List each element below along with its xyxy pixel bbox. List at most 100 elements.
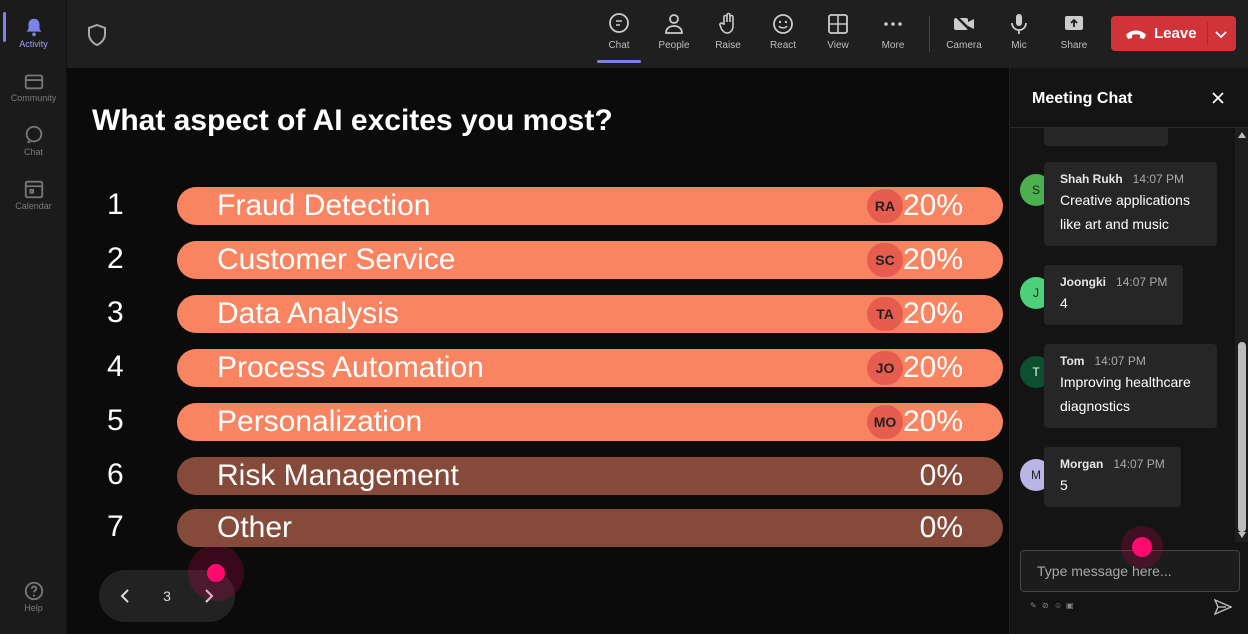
shield-icon[interactable] xyxy=(87,24,107,46)
poll-option[interactable]: 3 Data Analysis TA 20% xyxy=(67,293,1009,333)
chevron-right-icon[interactable] xyxy=(199,586,219,606)
option-label: Other xyxy=(217,511,293,544)
option-percentage: 0% xyxy=(919,459,963,492)
rail-item-calendar[interactable]: Calendar xyxy=(0,170,67,220)
message-time: 14:07 PM xyxy=(1132,172,1185,186)
rail-item-help[interactable]: Help xyxy=(0,572,67,622)
avatar-initial: M xyxy=(1031,468,1041,482)
message-bubble: Shah Rukh 14:07 PM Creative applications l… xyxy=(1044,162,1217,246)
poll-option[interactable]: 1 Fraud Detection RA 20% xyxy=(67,185,1009,225)
scroll-up-icon[interactable] xyxy=(1238,132,1246,138)
message-meta: Joongki 14:07 PM xyxy=(1060,275,1167,289)
close-icon[interactable] xyxy=(1210,90,1226,106)
hang-up-icon xyxy=(1126,30,1146,39)
voter-avatar: RA xyxy=(867,189,903,223)
app-rail: Activity Community Chat Calendar Help xyxy=(0,0,67,634)
message-text: Improving healthcare diagnostics xyxy=(1060,374,1191,414)
option-bar[interactable]: Process Automation JO 20% xyxy=(177,349,1003,387)
share-icon xyxy=(1065,16,1083,30)
option-bar[interactable]: Personalization MO 20% xyxy=(177,403,1003,441)
chat-scrollbar[interactable] xyxy=(1235,128,1248,542)
option-label: Personalization xyxy=(217,405,423,438)
toolbar-more-button[interactable]: More xyxy=(867,10,919,60)
poll-option[interactable]: 4 Process Automation JO 20% xyxy=(67,347,1009,387)
mic-icon xyxy=(1011,14,1027,34)
scroll-thumb[interactable] xyxy=(1238,342,1246,532)
format-icon[interactable]: ✎ xyxy=(1030,601,1037,610)
leave-label: Leave xyxy=(1154,25,1197,42)
raise-hand-icon xyxy=(719,12,734,34)
poll-question: What aspect of AI excites you most? xyxy=(92,104,613,137)
rail-item-activity[interactable]: Activity xyxy=(0,8,67,58)
message-text: 4 xyxy=(1060,295,1068,311)
poll-option[interactable]: 6 Risk Management 0% xyxy=(67,455,1009,495)
option-bar[interactable]: Data Analysis TA 20% xyxy=(177,295,1003,333)
chevron-down-icon[interactable] xyxy=(1213,26,1229,42)
message-bubble: Joongki 14:07 PM 4 xyxy=(1044,265,1184,325)
toolbar-people-button[interactable]: People xyxy=(648,10,700,60)
attach-icon[interactable]: ⊘ xyxy=(1042,601,1049,610)
rail-item-chat[interactable]: Chat xyxy=(0,116,67,166)
message-bubble: Morgan 14:07 PM 5 xyxy=(1044,447,1181,507)
meeting-chat-panel: Meeting Chat S Shah Rukh 14:07 PM Creative … xyxy=(1009,68,1248,634)
toolbar-react-button[interactable]: React xyxy=(757,10,809,60)
community-icon xyxy=(24,74,43,90)
chat-message-list[interactable]: S Shah Rukh 14:07 PM Creative applications … xyxy=(1010,128,1235,542)
option-number: 1 xyxy=(107,188,124,221)
sender-name: Tom xyxy=(1060,354,1085,368)
poll-option[interactable]: 5 Personalization MO 20% xyxy=(67,401,1009,441)
option-percentage: 20% xyxy=(902,405,963,438)
rail-item-community[interactable]: Community xyxy=(0,62,67,112)
toolbar-label: Mic xyxy=(1011,40,1027,51)
cursor-dot xyxy=(207,564,225,582)
emoji-icon[interactable]: ☺ xyxy=(1054,601,1063,610)
leave-button[interactable]: Leave xyxy=(1111,16,1236,51)
toolbar-separator xyxy=(929,16,930,52)
more-icon xyxy=(884,22,902,26)
option-bar[interactable]: Fraud Detection RA 20% xyxy=(177,187,1003,225)
voter-avatar: SC xyxy=(867,243,903,277)
toolbar-label: Raise xyxy=(715,40,741,51)
option-number: 2 xyxy=(107,242,124,275)
option-bar[interactable]: Customer Service SC 20% xyxy=(177,241,1003,279)
option-label: Data Analysis xyxy=(217,297,399,330)
poll-option[interactable]: 2 Customer Service SC 20% xyxy=(67,239,1009,279)
toolbar-view-button[interactable]: View xyxy=(812,10,864,60)
toolbar-label: Chat xyxy=(608,40,630,51)
option-label: Customer Service xyxy=(217,243,456,276)
chat-title: Meeting Chat xyxy=(1032,90,1133,107)
page-number: 3 xyxy=(163,588,171,604)
option-bar[interactable]: Other 0% xyxy=(177,509,1003,547)
message-meta: Tom 14:07 PM xyxy=(1060,354,1201,368)
chat-message-input[interactable] xyxy=(1020,550,1240,592)
sender-name: Morgan xyxy=(1060,457,1104,471)
send-icon[interactable] xyxy=(1214,598,1232,616)
toolbar-label: React xyxy=(769,40,797,51)
toolbar-chat-button[interactable]: Chat xyxy=(593,10,645,63)
chevron-left-icon[interactable] xyxy=(115,586,135,606)
toolbar-camera-button[interactable]: Camera xyxy=(938,10,990,60)
poll-option[interactable]: 7 Other 0% xyxy=(67,507,1009,547)
gif-icon[interactable]: ▣ xyxy=(1066,601,1074,610)
chat-header: Meeting Chat xyxy=(1010,68,1248,128)
option-label: Process Automation xyxy=(217,351,484,384)
option-percentage: 20% xyxy=(902,243,963,276)
toolbar-share-button[interactable]: Share xyxy=(1048,10,1100,60)
voter-avatar: TA xyxy=(867,297,903,331)
toolbar-raise-button[interactable]: Raise xyxy=(702,10,754,60)
option-percentage: 0% xyxy=(919,511,963,544)
message-time: 14:07 PM xyxy=(1094,354,1146,368)
option-bar[interactable]: Risk Management 0% xyxy=(177,457,1003,495)
rail-label: Activity xyxy=(19,39,48,49)
option-number: 4 xyxy=(107,350,124,383)
option-percentage: 20% xyxy=(902,189,963,222)
option-label: Risk Management xyxy=(217,459,459,492)
meeting-toolbar: Chat People Raise React View More Camera… xyxy=(67,0,1248,68)
voter-avatar: JO xyxy=(867,351,903,385)
scroll-down-icon[interactable] xyxy=(1238,532,1246,538)
toolbar-label: View xyxy=(827,40,849,51)
message-meta: Shah Rukh 14:07 PM xyxy=(1060,172,1201,186)
option-number: 6 xyxy=(107,458,124,491)
toolbar-mic-button[interactable]: Mic xyxy=(993,10,1045,60)
toolbar-label: Camera xyxy=(946,40,982,51)
